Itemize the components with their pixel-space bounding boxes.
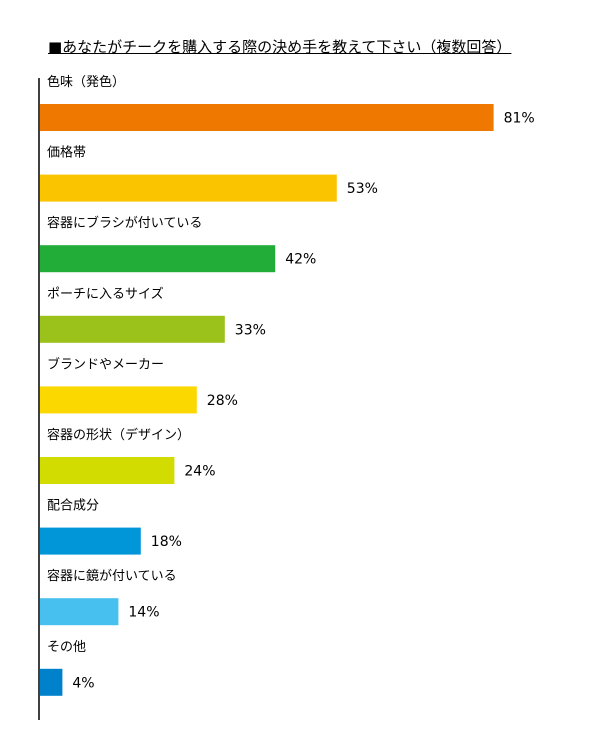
data-label: 33%	[235, 322, 266, 338]
chart-title: ■あなたがチークを購入する際の決め手を教えて下さい（複数回答）	[48, 38, 512, 56]
category-label: 配合成分	[47, 499, 99, 514]
bar	[40, 245, 276, 273]
bar	[40, 527, 141, 555]
bar	[40, 457, 175, 484]
bar	[40, 174, 337, 202]
data-label: 18%	[151, 534, 182, 550]
category-label: その他	[47, 640, 86, 655]
category-label: 容器に鏡が付いている	[47, 568, 177, 584]
category-label: 容器の形状（デザイン）	[47, 427, 190, 443]
data-label: 81%	[504, 111, 535, 127]
category-label: 価格帯	[47, 145, 86, 161]
data-label: 42%	[285, 252, 316, 268]
data-label: 4%	[72, 675, 94, 691]
category-label: ポーチに入るサイズ	[47, 286, 164, 302]
bar	[40, 386, 197, 414]
bar	[40, 315, 225, 343]
bar	[40, 598, 119, 626]
bar	[40, 104, 494, 131]
data-label: 53%	[347, 181, 378, 197]
data-label: 14%	[128, 605, 159, 621]
bar	[40, 668, 63, 696]
data-label: 28%	[207, 393, 238, 409]
category-label: ブランドやメーカー	[47, 356, 164, 372]
category-label: 容器にブラシが付いている	[47, 215, 202, 231]
category-label: 色味（発色）	[47, 74, 125, 90]
data-label: 24%	[184, 464, 215, 480]
